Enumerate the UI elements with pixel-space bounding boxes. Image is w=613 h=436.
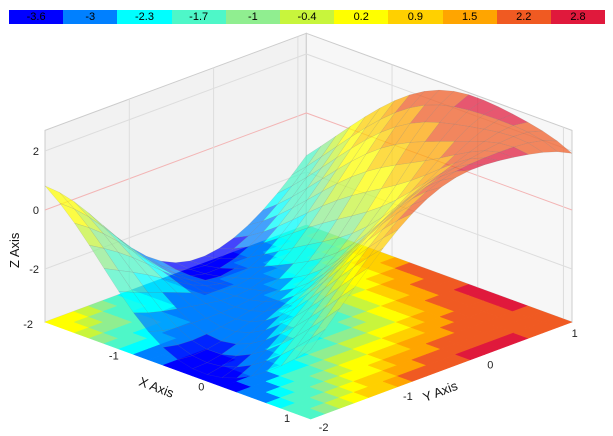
surface-patch bbox=[483, 151, 515, 161]
y-tick-label: -1 bbox=[403, 391, 413, 403]
surface-patch bbox=[411, 186, 442, 206]
legend-cell: -1 bbox=[225, 10, 280, 24]
y-tick-label: -2 bbox=[319, 422, 329, 434]
x-tick-label: 1 bbox=[284, 413, 290, 425]
surface-patch bbox=[397, 198, 427, 221]
x-tick-label: -2 bbox=[23, 319, 33, 331]
y-tick-label: 1 bbox=[572, 328, 578, 340]
y-tick-label: 0 bbox=[487, 360, 493, 372]
legend-cell: -3.6 bbox=[9, 10, 64, 24]
surface-patch bbox=[295, 329, 326, 359]
z-tick-label: 2 bbox=[33, 146, 39, 158]
surface-patch bbox=[353, 247, 384, 278]
surface-patch bbox=[513, 142, 544, 155]
grid-line bbox=[44, 112, 573, 211]
legend-cell: 0.2 bbox=[334, 10, 389, 24]
x-axis-label: X Axis bbox=[137, 374, 177, 401]
surface-patch bbox=[426, 177, 456, 192]
legend-cell: 1.5 bbox=[442, 10, 497, 24]
legend-cell: -2.3 bbox=[117, 10, 172, 24]
surface-patch bbox=[339, 267, 369, 299]
color-legend: -3.6 -3 -2.3 -1.7 -1 -0.4 0.2 0.9 1.5 2.2 2.8 bbox=[9, 10, 606, 24]
legend-cell: 0.9 bbox=[388, 10, 443, 24]
x-tick-label: -1 bbox=[109, 350, 119, 362]
surface-patch bbox=[470, 157, 500, 165]
surface-patch bbox=[541, 140, 573, 154]
z-axis-label: Z Axis bbox=[7, 232, 22, 268]
legend-cell: -3 bbox=[63, 10, 118, 24]
z-tick-label: 0 bbox=[33, 205, 39, 217]
x-tick-label: 0 bbox=[198, 382, 204, 394]
y-axis-label: Y Axis bbox=[421, 378, 460, 405]
z-tick-label: -2 bbox=[29, 264, 39, 276]
floor-cell bbox=[541, 316, 573, 328]
surface-patch bbox=[527, 140, 559, 153]
legend-cell: 2.2 bbox=[496, 10, 551, 24]
legend-cell: -0.4 bbox=[279, 10, 335, 24]
legend-cell: 2.8 bbox=[550, 10, 606, 24]
legend-cell: -1.7 bbox=[171, 10, 226, 24]
